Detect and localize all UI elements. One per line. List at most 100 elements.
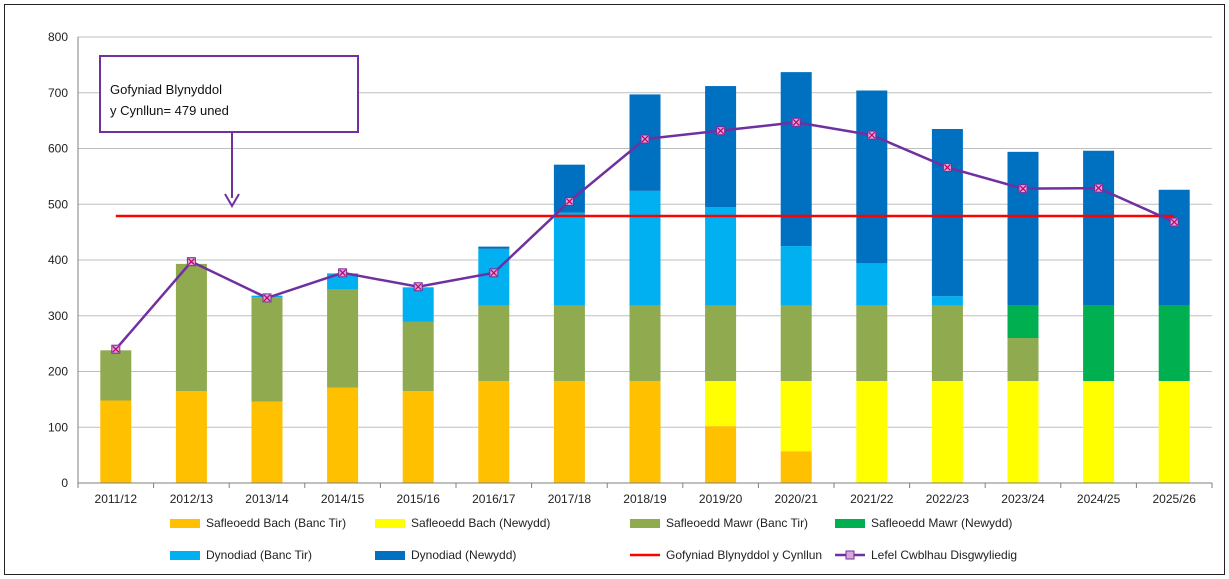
bar-segment	[780, 305, 812, 381]
x-tick-label: 2013/14	[245, 492, 289, 506]
legend-marker	[845, 550, 855, 560]
bar-segment	[1083, 380, 1115, 483]
line-point-marker	[868, 131, 876, 139]
legend-label: Safleoedd Mawr (Newydd)	[871, 516, 1012, 530]
legend-label: Gofyniad Blynyddol y Cynllun	[666, 548, 822, 562]
x-tick-label: 2024/25	[1077, 492, 1121, 506]
bar-segment	[705, 380, 737, 427]
legend-label: Safleoedd Bach (Newydd)	[411, 516, 550, 530]
bar-segment	[856, 380, 888, 483]
line-point-marker	[1095, 184, 1103, 192]
bar-segment	[1007, 338, 1039, 381]
x-tick-label: 2015/16	[397, 492, 441, 506]
bar-segment	[705, 426, 737, 483]
bar-segment	[402, 287, 434, 322]
bar-segment	[327, 288, 359, 388]
legend-label: Safleoedd Mawr (Banc Tir)	[666, 516, 808, 530]
bar-segment	[705, 305, 737, 381]
bar-segment	[629, 305, 661, 381]
bar-segment	[175, 391, 207, 483]
bar-segment	[856, 90, 888, 264]
bar-segment	[553, 380, 585, 483]
bar-segment	[931, 128, 963, 297]
line-point-marker	[112, 345, 120, 353]
legend-label: Lefel Cwblhau Disgwyliedig	[871, 548, 1017, 562]
annotation-line-1: Gofyniad Blynyddol	[110, 82, 222, 97]
line-point-marker	[339, 269, 347, 277]
bar-segment	[780, 451, 812, 483]
bar-segment	[1007, 305, 1039, 339]
line-point-marker	[641, 135, 649, 143]
line-point-marker	[490, 269, 498, 277]
line-point-marker	[717, 127, 725, 135]
bar-segment	[327, 273, 359, 289]
line-point-marker	[1019, 185, 1027, 193]
y-tick-label: 300	[48, 309, 68, 323]
bar-segment	[553, 212, 585, 306]
bar-segment	[478, 305, 510, 381]
x-tick-label: 2023/24	[1001, 492, 1045, 506]
bar-segment	[931, 305, 963, 381]
annotation-callout: Gofyniad Blynyddol y Cynllun= 479 uned	[99, 55, 359, 208]
bar-segment	[175, 263, 207, 392]
x-tick-label: 2016/17	[472, 492, 516, 506]
bar-segment	[931, 296, 963, 306]
legend-label: Dynodiad (Newydd)	[411, 548, 516, 562]
bar-segment	[856, 305, 888, 381]
bar-segment	[780, 246, 812, 306]
annotation-line-2: y Cynllun= 479 uned	[110, 103, 229, 118]
annotation-box	[99, 55, 359, 133]
bar-segment	[629, 380, 661, 483]
y-tick-label: 0	[61, 476, 68, 490]
x-tick-label: 2017/18	[548, 492, 592, 506]
legend-swatch	[170, 551, 200, 560]
chart-frame	[4, 4, 1225, 575]
legend-swatch	[835, 519, 865, 528]
bar-segment	[402, 321, 434, 392]
legend-swatch	[375, 519, 405, 528]
x-tick-label: 2021/22	[850, 492, 894, 506]
bar-segment	[780, 380, 812, 452]
y-tick-label: 100	[48, 420, 68, 434]
bar-segment	[251, 401, 283, 483]
x-tick-label: 2025/26	[1153, 492, 1197, 506]
bar-segment	[705, 207, 737, 306]
x-tick-label: 2018/19	[623, 492, 667, 506]
bar-segment	[327, 387, 359, 483]
bar-segment	[1158, 189, 1190, 306]
legend-label: Safleoedd Bach (Banc Tir)	[206, 516, 346, 530]
bar-segment	[553, 305, 585, 381]
line-point-marker	[187, 258, 195, 266]
line-point-marker	[565, 198, 573, 205]
axes: 0 100 200 300 400 500 600 700 800 2011/12 2012/13 2…	[48, 30, 1213, 506]
bar-segment	[1083, 305, 1115, 381]
y-tick-label: 700	[48, 86, 68, 100]
line-point-marker	[414, 283, 422, 291]
line-point-marker	[943, 164, 951, 171]
bar-segment	[780, 72, 812, 247]
bar-segment	[100, 400, 132, 483]
y-tick-label: 800	[48, 30, 68, 44]
line-point-marker	[263, 294, 271, 302]
line-point-marker	[792, 118, 800, 126]
bar-segment	[1158, 305, 1190, 381]
legend-swatch	[630, 519, 660, 528]
y-tick-label: 600	[48, 142, 68, 156]
x-tick-label: 2014/15	[321, 492, 365, 506]
bar-segment	[402, 391, 434, 483]
x-tick-label: 2011/12	[95, 492, 138, 506]
bar-segment	[856, 263, 888, 306]
y-tick-label: 200	[48, 365, 68, 379]
annotation-arrow-head	[224, 193, 240, 208]
bar-segment	[705, 86, 737, 208]
bars	[100, 72, 1190, 483]
y-tick-label: 500	[48, 197, 68, 211]
bar-segment	[1083, 150, 1115, 306]
bar-segment	[251, 297, 283, 402]
bar-segment	[1007, 380, 1039, 483]
line-point-marker	[1170, 218, 1178, 226]
lines	[111, 117, 1179, 354]
x-tick-label: 2019/20	[699, 492, 743, 506]
legend-swatch	[375, 551, 405, 560]
bar-segment	[100, 350, 132, 401]
